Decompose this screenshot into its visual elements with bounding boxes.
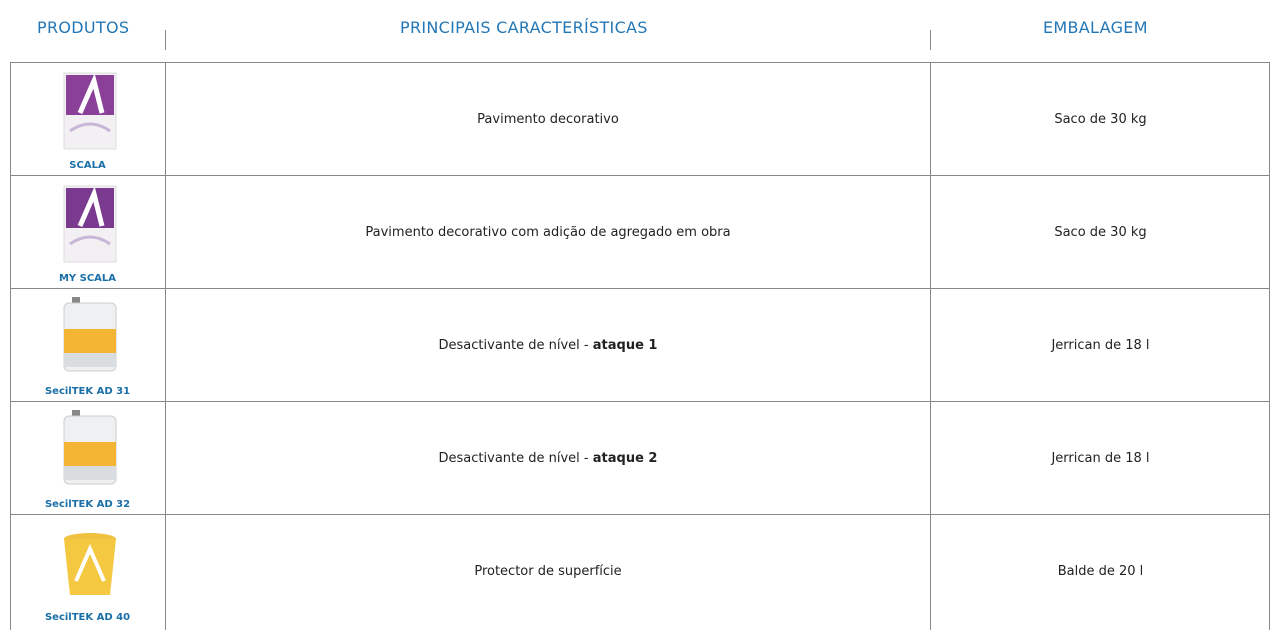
packaging: Saco de 30 kg	[1054, 225, 1147, 240]
column-divider	[165, 62, 166, 630]
header-packaging: EMBALAGEM	[1043, 18, 1148, 37]
header-products: PRODUTOS	[37, 18, 130, 37]
header-features: PRINCIPAIS CARACTERÍSTICAS	[400, 18, 648, 37]
table-row: MY SCALA Pavimento decorativo com adição …	[10, 175, 1270, 288]
table-row: SCALA Pavimento decorativo Saco de 30 kg	[10, 62, 1270, 175]
description: Desactivante de nível - ataque 1	[166, 289, 930, 402]
table-row: SecilTEK AD 32 Desactivante de nível - at…	[10, 401, 1270, 514]
table-border	[1269, 62, 1270, 630]
packaging: Jerrican de 18 l	[1051, 338, 1150, 353]
product-name: MY SCALA	[58, 273, 117, 284]
product-image	[50, 182, 130, 271]
column-divider	[930, 62, 931, 630]
product-image	[50, 521, 130, 610]
description-text: Pavimento decorativo com adição de agreg…	[365, 225, 731, 240]
table-border	[10, 62, 11, 630]
table-row: SecilTEK AD 40 Protector de superfície Bal…	[10, 514, 1270, 627]
description: Pavimento decorativo	[166, 63, 930, 176]
product-name: SecilTEK AD 31	[44, 386, 131, 397]
description-text: Pavimento decorativo	[477, 112, 619, 127]
product-name: SecilTEK AD 40	[44, 612, 131, 623]
product-image	[50, 408, 130, 497]
header-divider	[930, 30, 931, 50]
product-name: SCALA	[69, 160, 106, 171]
description-bold: ataque 1	[592, 338, 658, 353]
product-image	[50, 295, 130, 384]
description-text: Desactivante de nível -	[438, 451, 593, 466]
packaging: Jerrican de 18 l	[1051, 451, 1150, 466]
description: Desactivante de nível - ataque 2	[166, 402, 930, 515]
packaging: Balde de 20 l	[1057, 564, 1144, 579]
table-row: SecilTEK AD 31 Desactivante de nível - at…	[10, 288, 1270, 401]
packaging: Saco de 30 kg	[1054, 112, 1147, 127]
description: Protector de superfície	[166, 515, 930, 628]
product-image	[50, 69, 130, 158]
description-text: Desactivante de nível -	[438, 338, 593, 353]
header-divider	[165, 30, 166, 50]
description: Pavimento decorativo com adição de agreg…	[166, 176, 930, 289]
description-bold: ataque 2	[592, 451, 658, 466]
product-name: SecilTEK AD 32	[44, 499, 131, 510]
description-text: Protector de superfície	[474, 564, 622, 579]
